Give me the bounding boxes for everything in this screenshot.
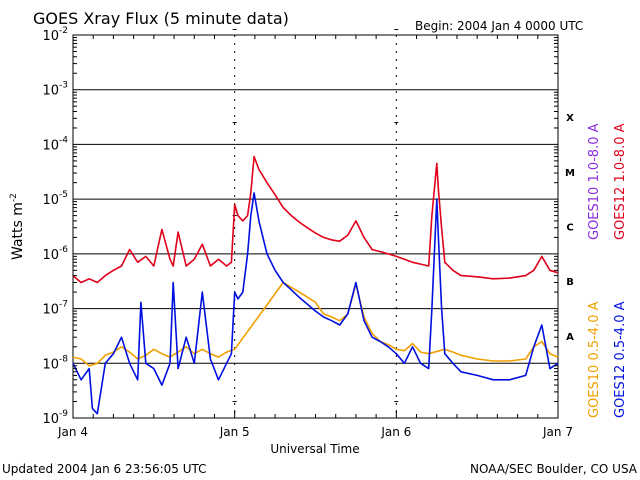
x-axis-ticks: Jan 4 Jan 5 Jan 6 Jan 7 [57,35,573,439]
flare-class-label: X [566,113,574,124]
y-tick-base: 10 [42,84,59,99]
y-tick-exp: -3 [59,81,68,91]
series-line-goes10-0-5-4-0-a [72,281,559,367]
updated-label: Updated 2004 Jan 6 23:56:05 UTC [2,462,207,476]
y-tick-base: 10 [42,193,59,208]
legend-column-2: GOES12 1.0-8.0 A [613,123,628,240]
x-axis-label: Universal Time [270,442,359,456]
horizontal-gridlines [73,89,558,364]
y-tick-exp: -5 [59,190,68,200]
flare-class-label: C [566,223,573,234]
y-axis-ticks: 10-910-810-710-610-510-410-310-2 [42,26,558,427]
x-tick-label: Jan 4 [57,425,88,439]
series-layer [72,155,559,415]
vertical-day-dividers [232,29,399,418]
y-tick-exp: -8 [59,354,68,364]
legend-column-1: GOES10 1.0-8.0 A [587,123,602,240]
y-tick-exp: -6 [59,245,68,255]
legend-column-3: GOES10 0.5-4.0 A [587,301,602,418]
y-tick-exp: -9 [59,409,68,419]
series-line-goes12-1-0-8-0-a [72,155,559,284]
legend-goes10-long: GOES10 1.0-8.0 A [587,123,602,240]
y-tick-base: 10 [42,248,59,263]
y-tick-label: 10-2 [42,26,68,44]
y-axis-label-sup: -2 [9,193,19,202]
y-axis-label: Watts m-2 [9,193,26,260]
legend-goes10-short: GOES10 0.5-4.0 A [587,301,602,418]
y-tick-label: 10-5 [42,190,68,208]
y-tick-base: 10 [42,138,59,153]
legend-goes12-short: GOES12 0.5-4.0 A [613,301,628,418]
series-line-goes12-0-5-4-0-a [72,192,559,415]
y-tick-label: 10-9 [42,409,68,427]
x-tick-label: Jan 5 [219,425,250,439]
y-tick-label: 10-6 [42,245,68,263]
plot-area [72,29,559,419]
y-axis-label-main: Watts m [10,202,26,260]
y-tick-base: 10 [42,412,59,427]
legend-column-4: GOES12 0.5-4.0 A [613,301,628,418]
y-tick-exp: -7 [59,300,68,310]
y-tick-label: 10-7 [42,300,68,318]
flare-class-labels: A B C M X [565,113,575,343]
y-tick-label: 10-8 [42,354,68,372]
chart-title: GOES Xray Flux (5 minute data) [33,9,289,28]
credit-label: NOAA/SEC Boulder, CO USA [470,462,638,476]
flare-class-label: M [565,168,575,179]
y-tick-exp: -2 [59,26,68,36]
y-tick-base: 10 [42,29,59,44]
y-tick-exp: -4 [59,135,68,145]
begin-label: Begin: 2004 Jan 4 0000 UTC [415,19,583,33]
flare-class-label: A [566,332,574,343]
x-tick-label: Jan 6 [380,425,411,439]
y-tick-label: 10-3 [42,81,68,99]
y-tick-label: 10-4 [42,135,68,153]
x-tick-label: Jan 7 [542,425,573,439]
flare-class-label: B [566,277,574,288]
legend-goes12-long: GOES12 1.0-8.0 A [613,123,628,240]
y-tick-base: 10 [42,357,59,372]
y-tick-base: 10 [42,303,59,318]
